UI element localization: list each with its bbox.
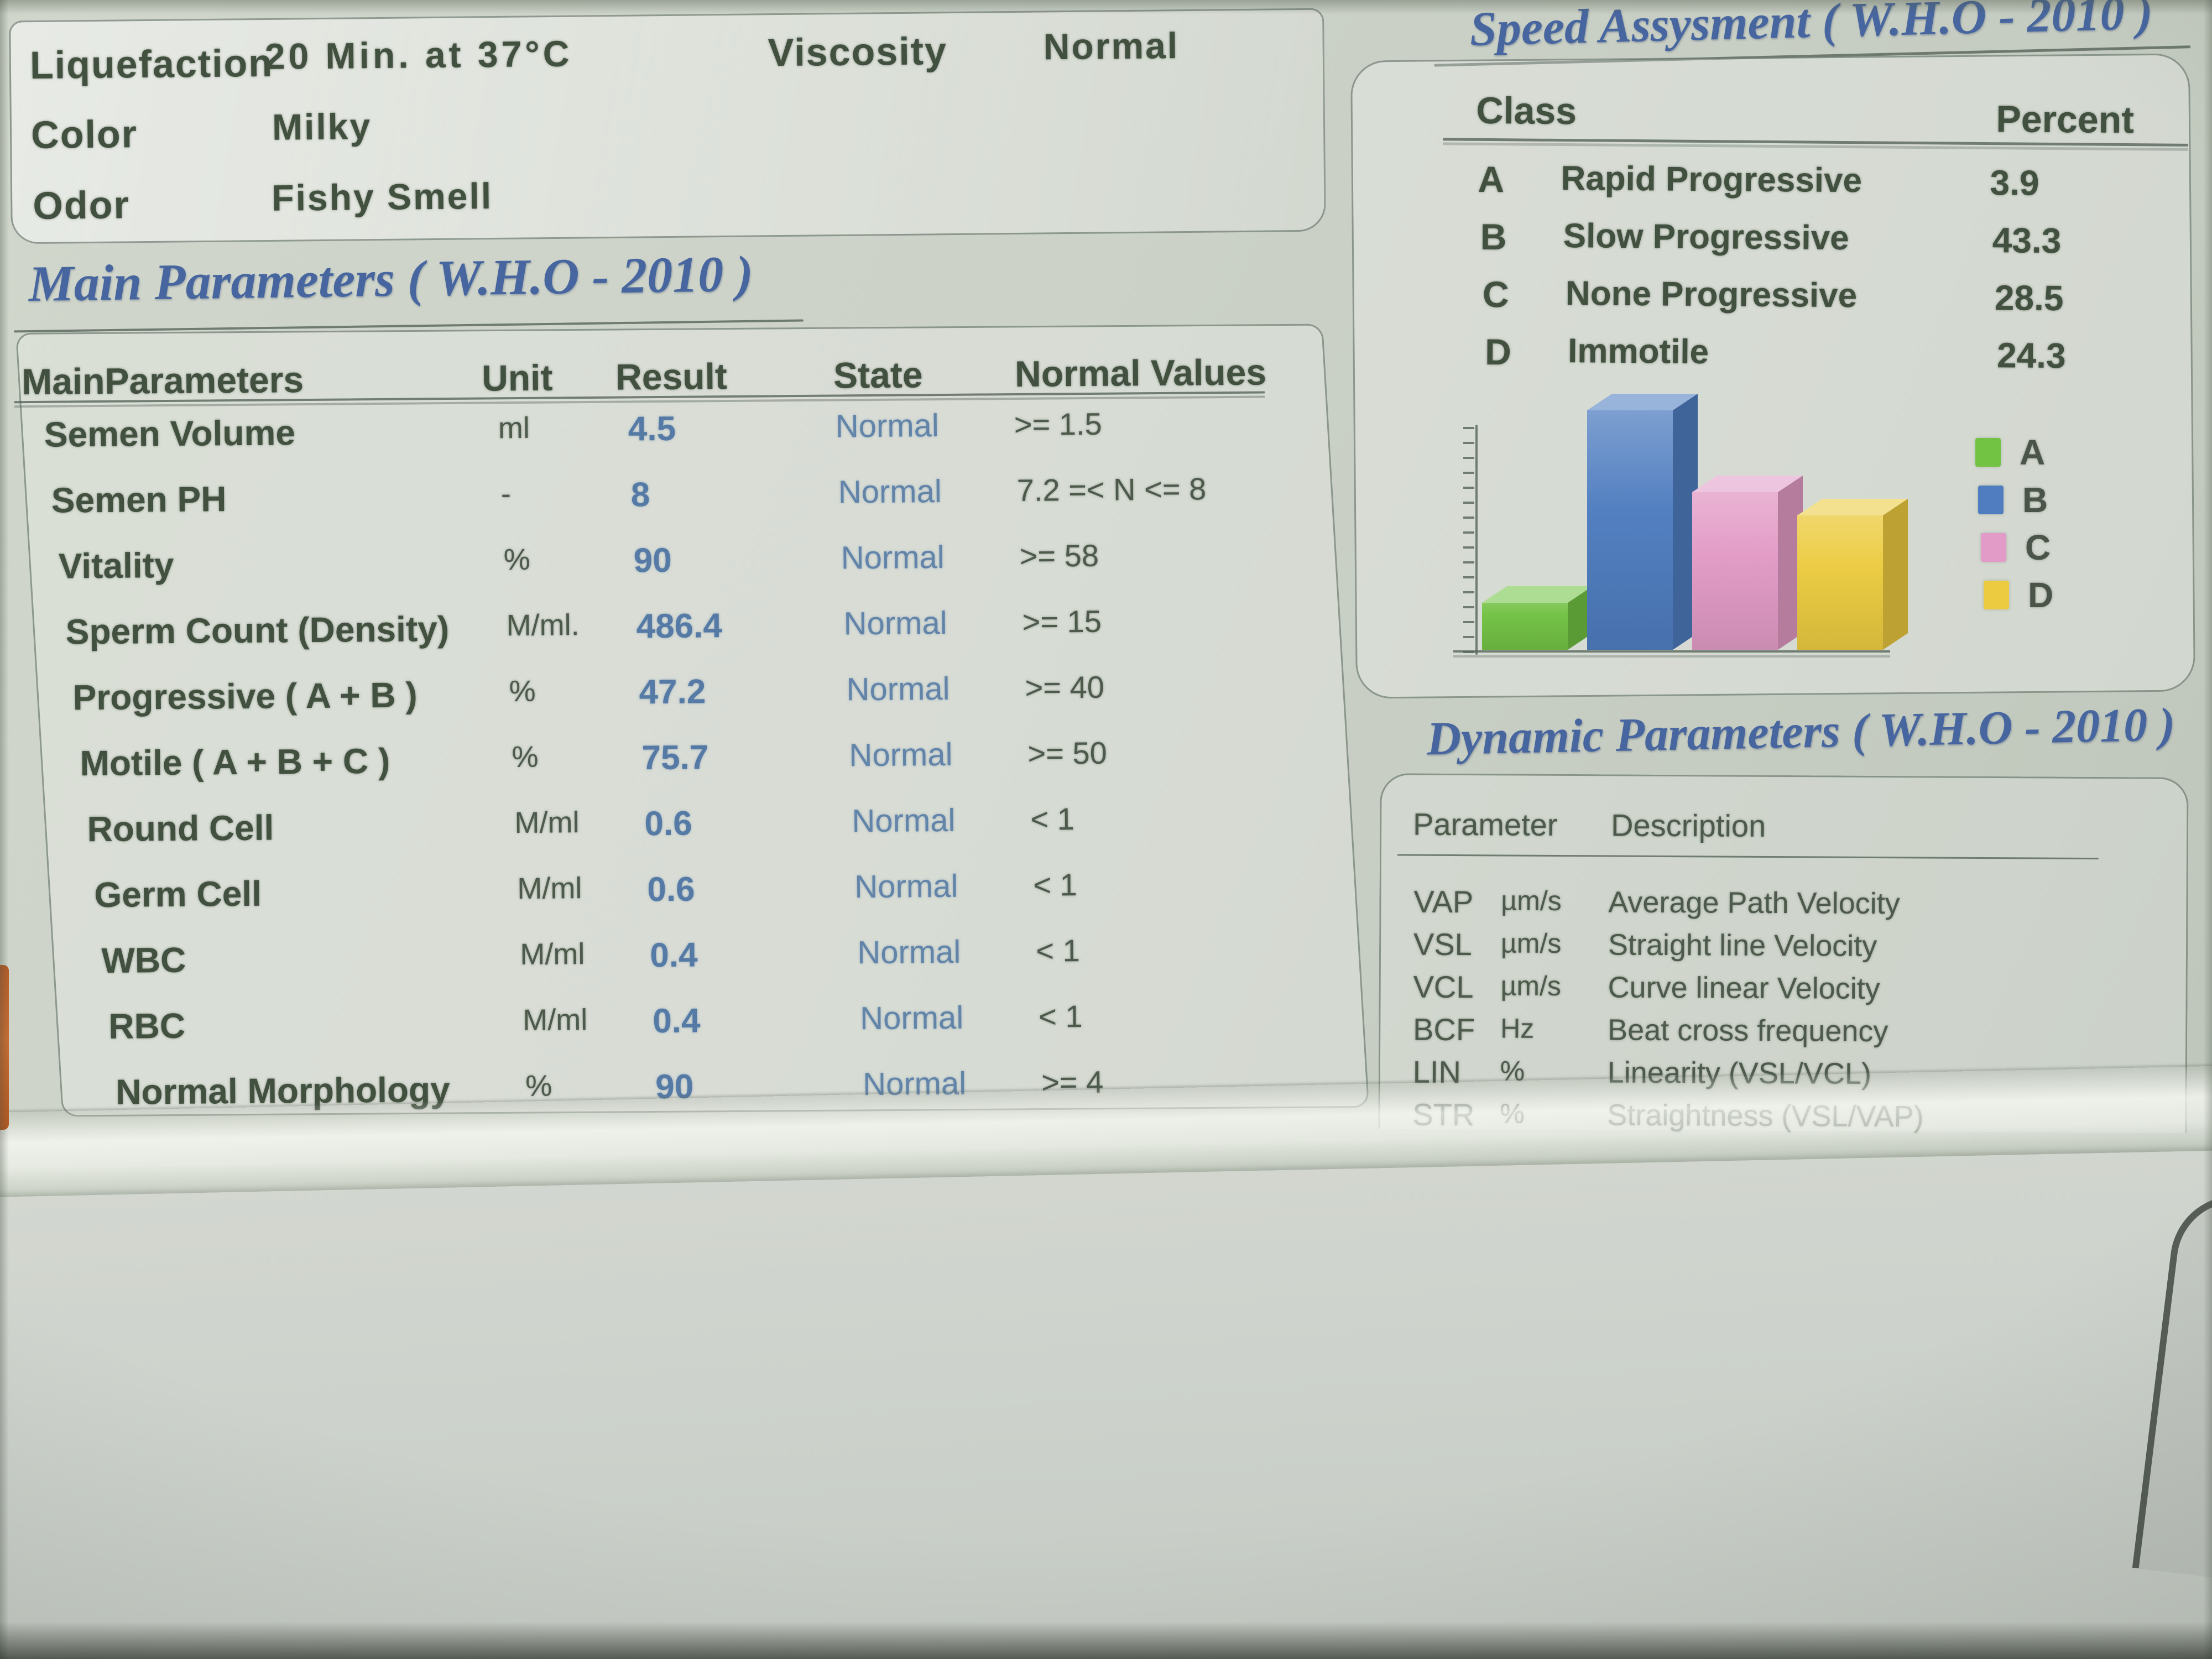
photo-right-shadow (2203, 0, 2212, 1659)
legend-swatch-icon (1981, 533, 2006, 562)
legend-label: B (2022, 480, 2048, 520)
dyn-description-cell: Straight line Velocity (1608, 928, 1877, 963)
dyn-code-cell: VSL (1413, 926, 1472, 962)
bar-C (1692, 476, 1803, 650)
legend-label: D (2028, 575, 2054, 615)
legend-swatch-icon (1975, 438, 2001, 467)
photo-bottom-shadow (0, 1621, 2212, 1659)
dyn-code-cell: VCL (1413, 969, 1474, 1005)
bar-D (1797, 499, 1908, 650)
dyn-code-cell: BCF (1412, 1011, 1475, 1047)
legend-swatch-icon (1978, 486, 2004, 514)
blank-lower-paper (0, 1149, 2212, 1659)
table-row: VSL µm/s Straight line Velocity (0, 921, 2212, 972)
dyn-unit-cell: Hz (1500, 1013, 1535, 1044)
legend-item-C: C (1981, 528, 2114, 572)
legend-label: A (2020, 432, 2046, 472)
legend-item-B: B (1978, 482, 2111, 524)
x-axis-line (1453, 650, 1890, 653)
legend-item-D: D (1984, 577, 2116, 619)
y-axis-ticks (1463, 427, 1474, 654)
table-row: VAP µm/s Average Path Velocity (0, 879, 2212, 929)
photo-left-shadow (0, 0, 9, 1659)
legend-swatch-icon (1984, 581, 2009, 609)
y-axis-line (1475, 425, 1478, 655)
dyn-description-cell: Average Path Velocity (1608, 885, 1900, 921)
orange-edge-sliver (0, 965, 9, 1130)
col-header-dyn-parameter: Parameter (1412, 806, 1558, 842)
dynamic-header-underline (1397, 854, 2099, 860)
dyn-unit-cell: µm/s (1500, 927, 1562, 959)
dyn-code-cell: VAP (1413, 884, 1474, 920)
dyn-unit-cell: µm/s (1501, 885, 1562, 917)
legend-label: C (2025, 528, 2051, 567)
table-row: VCL µm/s Curve linear Velocity (0, 964, 2212, 1014)
dyn-unit-cell: µm/s (1500, 970, 1562, 1002)
dyn-description-cell: Curve linear Velocity (1608, 971, 1880, 1006)
col-header-dyn-description: Description (1610, 807, 1766, 843)
table-row: BCF Hz Beat cross frequency (0, 1006, 2211, 1057)
photo-top-shadow (0, 0, 2212, 14)
dyn-description-cell: Beat cross frequency (1607, 1013, 1888, 1048)
legend-item-A: A (1975, 432, 2108, 477)
